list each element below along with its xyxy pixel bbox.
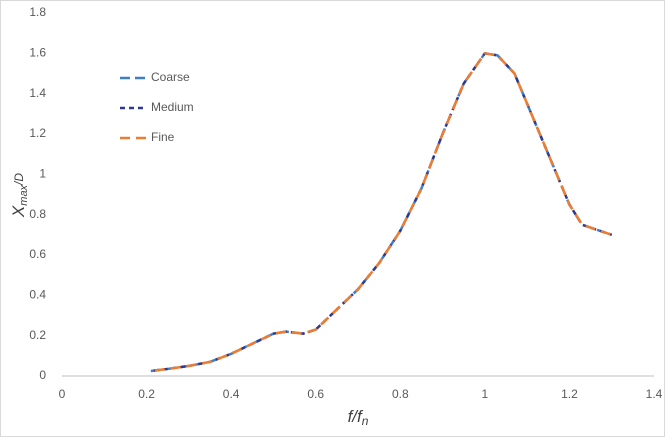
legend-label: Medium (151, 100, 194, 114)
y-label-main: X (9, 205, 28, 218)
y-tick-label: 0.2 (29, 328, 46, 342)
x-tick-label: 0 (59, 387, 66, 401)
y-tick-label: 1.8 (29, 5, 46, 19)
y-tick-label: 0 (39, 368, 46, 382)
y-tick-label: 0.4 (29, 288, 46, 302)
legend-label: Coarse (151, 70, 190, 84)
y-tick-label: 1.4 (29, 86, 46, 100)
y-tick-label: 0.6 (29, 247, 46, 261)
x-label-sub: n (362, 414, 369, 428)
y-tick-label: 1 (39, 167, 46, 181)
x-tick-label: 0.2 (138, 387, 155, 401)
series-line (150, 52, 613, 373)
x-label-main: f/f (348, 407, 364, 426)
x-tick-label: 1.2 (561, 387, 578, 401)
y-label-end: /D (12, 173, 26, 186)
y-tick-label: 1.2 (29, 126, 46, 140)
x-tick-label: 0.6 (307, 387, 324, 401)
y-tick-label: 0.8 (29, 207, 46, 221)
x-tick-label: 0.8 (392, 387, 409, 401)
x-tick-label: 1 (482, 387, 489, 401)
y-label-sub: max (18, 184, 30, 205)
y-tick-label: 1.6 (29, 46, 46, 60)
x-axis-label: f/fn (348, 407, 369, 428)
x-tick-label: 0.4 (223, 387, 240, 401)
y-axis-label: Xmax/D (9, 173, 29, 218)
x-tick-label: 1.4 (646, 387, 663, 401)
legend-label: Fine (151, 130, 175, 144)
